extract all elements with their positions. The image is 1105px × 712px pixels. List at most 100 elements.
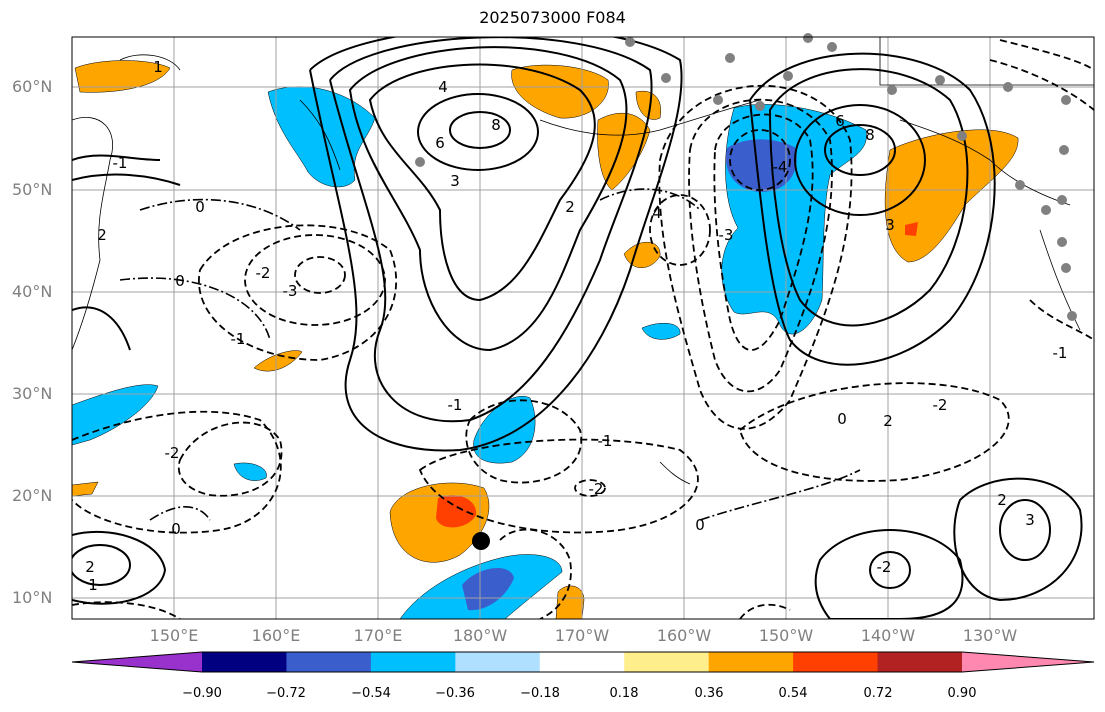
contour-line [368,63,596,302]
contour-line [814,529,964,619]
contour-line [649,194,711,266]
positive-area [635,90,662,120]
positive-area [905,222,918,236]
colorbar-tick-label: 0.72 [863,686,893,701]
colorbar-segment [624,652,710,672]
contour-label: -2 [589,480,604,498]
colorbar-tick-label: −0.72 [266,686,306,701]
contour-line [713,113,814,351]
contour-line [794,104,926,216]
station-dot [1057,237,1067,247]
station-dot [1067,311,1077,321]
contour-label: 2 [85,558,95,576]
contour-label: -2 [933,396,948,414]
map-title: 2025073000 F084 [479,8,626,27]
contour-label: 1 [88,576,98,594]
contour-line [309,37,683,452]
contour-line [72,410,282,534]
contour-label: 2 [997,491,1007,509]
storm-marker [472,532,490,550]
contour-label: 1 [153,58,163,76]
contour-label: -1 [448,396,463,414]
coastlines [72,37,1094,485]
negative-area [725,139,797,192]
contour-line [149,506,211,521]
contour-label: -3 [719,226,734,244]
contour-label: 0 [175,272,185,290]
station-dot [957,131,967,141]
colorbar-tick-label: −0.54 [351,686,391,701]
contour-line [999,39,1094,71]
contour-label: -2 [165,444,180,462]
station-dot [1015,180,1025,190]
contour-line [869,551,911,589]
lon-label: 170°E [353,626,403,645]
positive-area [555,585,585,619]
station-dot [1061,95,1071,105]
lat-label: 50°N [12,180,53,199]
contour-line [1029,299,1094,341]
contour-label: -1 [598,432,613,450]
contour-line [139,198,301,231]
colorbar-segment [202,652,287,672]
lon-label: 160°E [251,626,301,645]
lon-label: 160°W [656,626,712,645]
contour-line [119,277,271,341]
zero-contours [119,188,861,521]
contour-line [244,234,386,326]
station-dot [625,37,635,47]
colorbar [71,651,1095,673]
contour-line [729,129,791,191]
colorbar-segment [455,652,541,672]
contour-label: -2 [877,558,892,576]
station-dot [1041,205,1051,215]
lon-label: 150°E [149,626,199,645]
positive-area [253,350,303,372]
contour-line [989,59,1094,111]
contour-line [72,154,161,161]
contour-line [699,469,861,521]
contour-line [72,544,131,586]
colorbar-tick-label: −0.18 [520,686,560,701]
negative-area [462,568,514,611]
contour-line [574,479,606,497]
colorbar-segment [877,652,963,672]
colorbar-tick-label: 0.54 [778,686,808,701]
contour-line [748,52,996,366]
contour-label: 6 [835,112,845,130]
positive-area [436,495,477,528]
contour-line [72,601,181,619]
colorbar-tick-label: −0.36 [435,686,475,701]
contour-labels: 4863210-2-3-14680-3-4-2-10-223-12-2-1023… [85,58,1067,594]
colorbar-segment [370,652,456,672]
contour-label: 0 [195,198,205,216]
contour-line [417,93,539,171]
lat-label: 10°N [12,588,53,607]
station-dot [803,33,813,43]
contour-line [739,603,791,619]
shaded-fields [72,60,1019,619]
lon-label: 140°W [860,626,916,645]
contour-line [738,382,1010,482]
contour-line [329,37,653,423]
station-dot [935,75,945,85]
negative-contours [72,39,1094,619]
negative-area [233,462,267,481]
lon-label: 180°W [452,626,508,645]
contour-line [72,173,181,186]
contour-label: 0 [837,410,847,428]
lon-label: 130°W [962,626,1018,645]
contour-label: 8 [491,116,501,134]
contour-line [824,124,896,176]
contour-line [688,98,833,393]
station-dot [783,71,793,81]
contour-line [72,531,167,605]
contour-label: -4 [773,158,788,176]
contour-label: 0 [171,520,181,538]
station-dot [1003,82,1013,92]
colorbar-segment [708,652,794,672]
colorbar-segment [539,652,625,672]
station-dot [887,85,897,95]
colorbar-segment [286,652,372,672]
station-dot [725,53,735,63]
